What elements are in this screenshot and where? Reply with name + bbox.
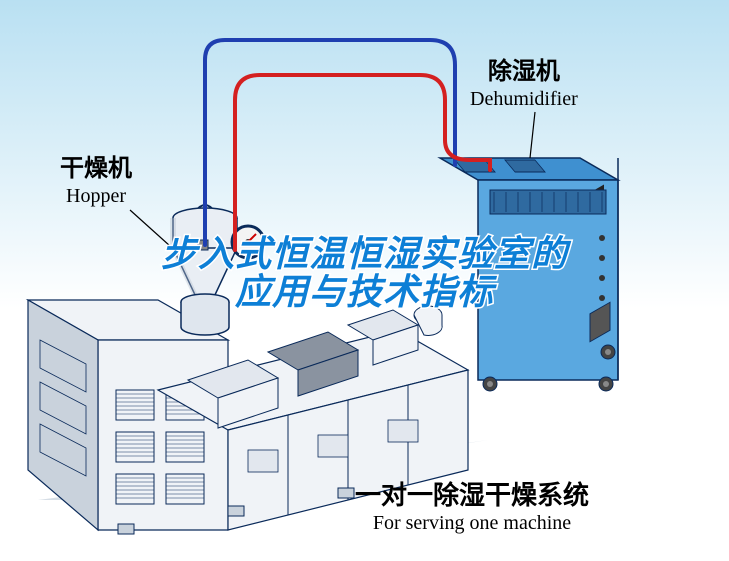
dehumidifier-label-cn: 除湿机 (470, 58, 578, 87)
caption: 一对一除湿干燥系统 For serving one machine (355, 475, 589, 535)
caption-cn: 一对一除湿干燥系统 (355, 475, 589, 512)
hopper-dryer (173, 205, 264, 335)
pipe-blue (205, 40, 455, 245)
hopper-label: 干燥机 Hopper (60, 155, 132, 208)
leader-dehumidifier (530, 112, 535, 158)
caption-en: For serving one machine (355, 512, 589, 535)
hopper-label-cn: 干燥机 (60, 155, 132, 184)
diagram-stage: 干燥机 Hopper 除湿机 Dehumidifier 步入式恒温恒湿实验室的 … (0, 0, 729, 561)
dehumidifier-label-en: Dehumidifier (470, 87, 578, 111)
dehumidifier-label: 除湿机 Dehumidifier (470, 58, 578, 111)
hopper-label-en: Hopper (60, 184, 132, 208)
dehumidifier-unit (440, 158, 618, 391)
